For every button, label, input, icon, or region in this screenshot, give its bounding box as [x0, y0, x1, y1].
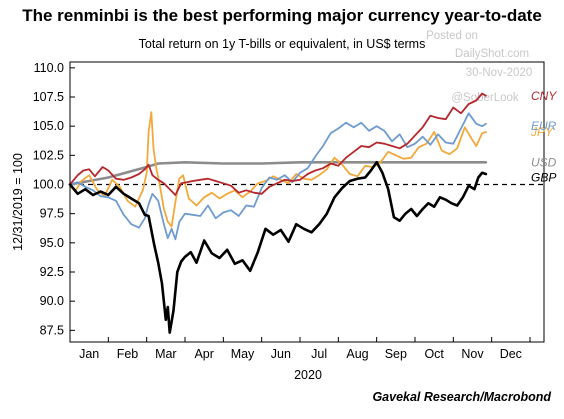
- series-line-cny: [69, 92, 487, 196]
- x-tick-label: May: [231, 347, 255, 361]
- chart-title: The renminbi is the best performing majo…: [22, 6, 542, 25]
- series-line-gbp: [68, 161, 488, 334]
- watermark-line-4: @SoberLook: [451, 92, 519, 104]
- series-layer: [68, 92, 488, 334]
- y-tick-label: 110.0: [34, 61, 64, 75]
- y-tick-label: 97.5: [40, 207, 64, 221]
- watermark: Posted on DailyShot.com 30-Nov-2020 @Sob…: [426, 30, 532, 104]
- watermark-line-3: 30-Nov-2020: [466, 67, 532, 79]
- y-tick-label: 87.5: [40, 323, 64, 337]
- y-tick-label: 102.5: [33, 148, 64, 162]
- x-tick-label: Jun: [271, 347, 291, 361]
- series-line-eur: [69, 112, 487, 241]
- x-tick-label: Nov: [461, 347, 484, 361]
- chart-subtitle: Total return on 1y T-bills or equivalent…: [139, 37, 426, 51]
- series-label-gbp: GBP: [531, 171, 556, 185]
- series-label-cny: CNY: [531, 89, 557, 103]
- plot-frame: [69, 61, 545, 343]
- y-tick-label: 100.0: [33, 178, 64, 192]
- y-tick-label: 95.0: [40, 236, 64, 250]
- watermark-line-1: Posted on: [426, 30, 478, 42]
- series-label-usd: USD: [531, 155, 557, 169]
- x-axis: Jan Feb Mar Apr May Jun Jul Aug Sep Oct Nov Dec: [69, 337, 531, 361]
- series-label-eur: EUR: [531, 119, 557, 133]
- x-tick-label: Mar: [155, 347, 177, 361]
- y-tick-label: 105.0: [33, 119, 64, 133]
- x-tick-label: Jul: [311, 347, 327, 361]
- y-tick-label: 107.5: [33, 90, 64, 104]
- series-label-jpy: JPY: [530, 125, 554, 139]
- x-tick-label: Apr: [194, 347, 213, 361]
- series-line-usd: [68, 161, 488, 186]
- y-axis: 87.5 90.0 92.5 95.0 97.5 100.0 102.5 105.0 107.5…: [33, 61, 75, 337]
- x-tick-label: Sep: [385, 347, 407, 361]
- y-tick-label: 92.5: [40, 265, 64, 279]
- series-line-jpy: [69, 111, 487, 228]
- x-axis-label: 2020: [294, 368, 322, 382]
- x-tick-label: Aug: [346, 347, 368, 361]
- x-tick-label: Dec: [500, 347, 522, 361]
- x-tick-label: Oct: [424, 347, 444, 361]
- y-tick-label: 90.0: [40, 294, 64, 308]
- watermark-line-2: DailyShot.com: [455, 48, 529, 60]
- x-tick-label: Jan: [79, 347, 99, 361]
- source-note: Gavekal Research/Macrobond: [372, 390, 551, 404]
- y-axis-label: 12/31/2019 = 100: [11, 153, 25, 251]
- x-tick-label: Feb: [117, 347, 139, 361]
